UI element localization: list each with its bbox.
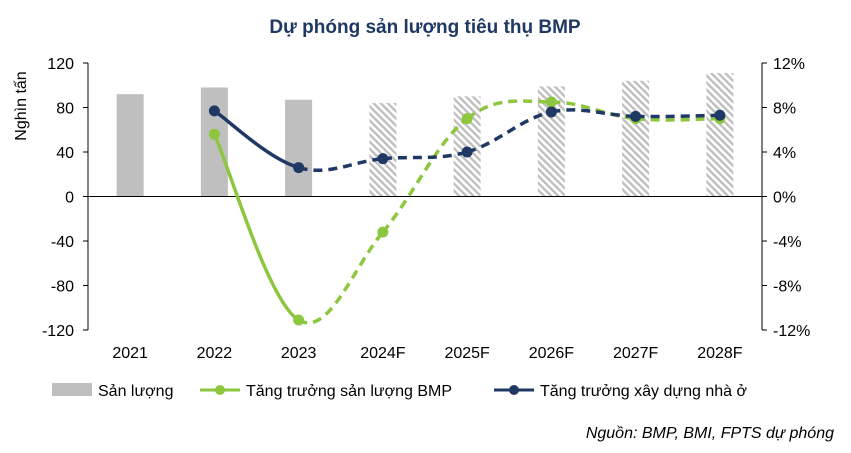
series-2-point-2026f: [545, 106, 557, 118]
series-2-point-2023: [293, 162, 305, 174]
right-tick-label: 12%: [773, 56, 805, 73]
series-1-point-2024f: [377, 226, 389, 238]
bar-2021: [116, 94, 144, 197]
series-1-point-2023: [293, 314, 305, 326]
right-tick-label: -12%: [773, 323, 810, 340]
left-tick-label: -120: [42, 323, 74, 340]
series-1-dashed-line: [297, 99, 720, 325]
left-tick-label: 0: [65, 190, 74, 207]
x-tick-label: 2027F: [613, 345, 659, 362]
chart-title: Dự phóng sản lượng tiêu thụ BMP: [269, 17, 581, 38]
ticks-layer: 120 80 40 0 -40 -80 -120 12% 8% 4% 0% -4% -8% -12% 202…: [42, 56, 810, 362]
left-tick-label: 40: [56, 145, 74, 162]
legend-label-tang-truong-xd: Tăng trưởng xây dựng nhà ở: [540, 383, 747, 400]
x-tick-label: 2026F: [529, 345, 575, 362]
bar-2024f: [369, 103, 397, 197]
series-2-point-2022: [208, 105, 220, 117]
bar-2023: [285, 99, 313, 197]
lines-layer: [208, 96, 726, 326]
series-2-dashed-line: [298, 108, 720, 172]
legend-swatch-san-luong: [52, 383, 92, 396]
right-tick-label: 0%: [773, 190, 796, 207]
legend-marker-tang-truong-xd: [509, 385, 519, 395]
left-tick-label: -40: [51, 234, 74, 251]
series-1-point-2025f: [461, 113, 473, 125]
left-tick-label: 120: [47, 56, 74, 73]
series-1-solid-line: [212, 133, 300, 322]
bar-2025f: [453, 96, 481, 197]
legend: Sản lượng Tăng trưởng sản lượng BMP Tăng…: [52, 383, 747, 400]
x-tick-label: 2025F: [444, 345, 490, 362]
right-tick-label: 8%: [773, 101, 796, 118]
series-1-point-2022: [208, 128, 220, 140]
bar-2028f: [706, 73, 734, 197]
right-tick-label: -4%: [773, 234, 801, 251]
left-tick-label: 80: [56, 101, 74, 118]
right-tick-label: -8%: [773, 279, 801, 296]
x-tick-label: 2022: [197, 345, 233, 362]
x-tick-label: 2028F: [697, 345, 743, 362]
x-tick-label: 2023: [281, 345, 317, 362]
series-2-point-2028f: [714, 109, 726, 121]
legend-label-tang-truong-bmp: Tăng trưởng sản lượng BMP: [246, 383, 452, 400]
legend-label-san-luong: Sản lượng: [98, 383, 173, 400]
right-tick-label: 4%: [773, 145, 796, 162]
bar-2027f: [622, 80, 650, 197]
series-2-point-2024f: [377, 153, 389, 165]
legend-marker-tang-truong-bmp: [215, 385, 225, 395]
left-tick-label: -80: [51, 279, 74, 296]
x-tick-label: 2021: [112, 345, 148, 362]
axes-layer: [83, 62, 767, 331]
x-tick-label: 2024F: [360, 345, 406, 362]
series-2-solid-line: [213, 109, 300, 170]
y-axis-title: Nghìn tấn: [13, 71, 30, 140]
bars-layer: [116, 73, 734, 197]
series-2-point-2027f: [630, 110, 642, 122]
series-1-point-2026f: [545, 96, 557, 108]
bar-2022: [200, 87, 228, 197]
source-note: Nguồn: BMP, BMI, FPTS dự phóng: [586, 425, 834, 442]
series-2-point-2025f: [461, 146, 473, 158]
